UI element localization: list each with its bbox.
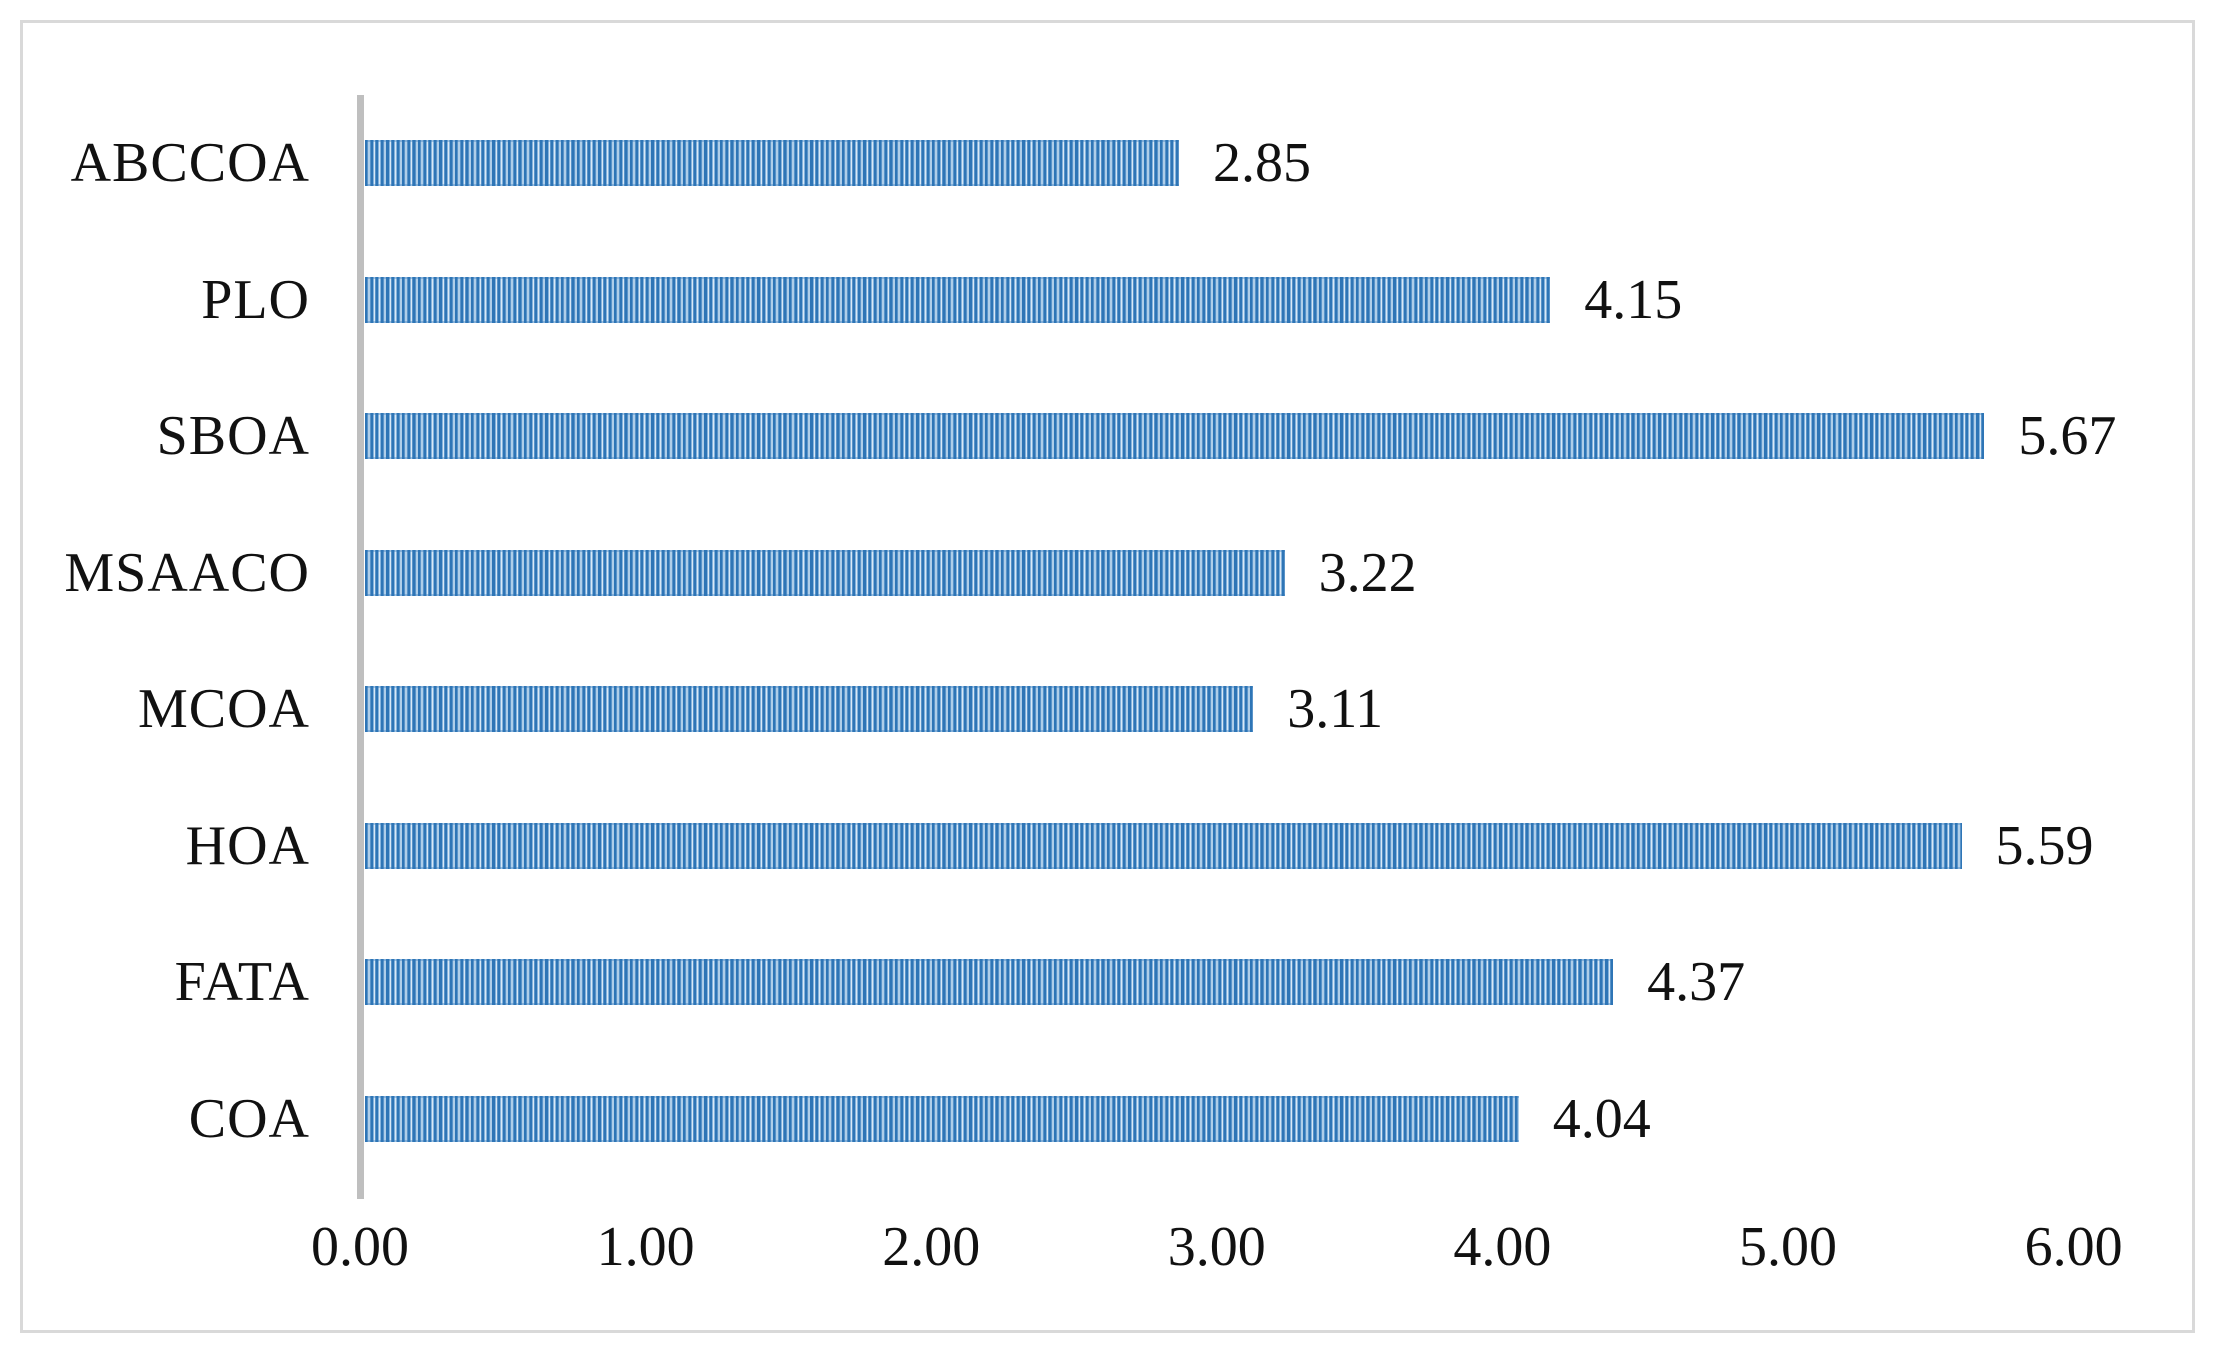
- value-label: 4.04: [1552, 1087, 1651, 1150]
- value-label: 4.15: [1584, 268, 1683, 331]
- x-tick-label: 2.00: [882, 1216, 981, 1278]
- category-label: PLO: [201, 268, 310, 331]
- bar: [365, 140, 1179, 187]
- bar-row: SBOA 5.67: [23, 368, 2192, 505]
- category-label: MCOA: [137, 678, 310, 741]
- x-tick-label: 4.00: [1453, 1216, 1552, 1278]
- bar-row: ABCCOA 2.85: [23, 95, 2192, 232]
- bar: [365, 276, 1551, 323]
- category-label: SBOA: [156, 405, 310, 468]
- bar: [365, 686, 1254, 733]
- bar: [365, 822, 1962, 869]
- value-label: 5.67: [2018, 405, 2117, 468]
- category-label: COA: [188, 1087, 310, 1150]
- value-label: 4.37: [1647, 951, 1746, 1014]
- bar-row: MCOA 3.11: [23, 641, 2192, 778]
- bar-chart-plot: ABCCOA 2.85 PLO 4.15 SBOA 5.67 MSAACO 3.…: [23, 23, 2192, 1330]
- category-label: HOA: [185, 814, 310, 877]
- bar: [365, 413, 1985, 460]
- x-tick-label: 6.00: [2024, 1216, 2123, 1278]
- bar-rows: ABCCOA 2.85 PLO 4.15 SBOA 5.67 MSAACO 3.…: [23, 95, 2192, 1187]
- bar-row: COA 4.04: [23, 1051, 2192, 1188]
- chart-frame: ABCCOA 2.85 PLO 4.15 SBOA 5.67 MSAACO 3.…: [20, 20, 2195, 1333]
- category-label: FATA: [174, 951, 310, 1014]
- category-label: ABCCOA: [70, 132, 310, 195]
- bar: [365, 1095, 1519, 1142]
- bar-row: MSAACO 3.22: [23, 505, 2192, 642]
- bar-row: HOA 5.59: [23, 778, 2192, 915]
- value-label: 3.22: [1318, 541, 1417, 604]
- x-tick-label: 1.00: [596, 1216, 695, 1278]
- x-tick-label: 3.00: [1167, 1216, 1266, 1278]
- value-label: 5.59: [1995, 814, 2094, 877]
- value-label: 2.85: [1213, 132, 1311, 195]
- bar-row: FATA 4.37: [23, 914, 2192, 1051]
- x-axis: 0.00 1.00 2.00 3.00 4.00 5.00 6.00: [23, 1215, 2192, 1305]
- y-axis-line: [357, 95, 364, 1199]
- value-label: 3.11: [1287, 678, 1384, 741]
- x-tick-label: 0.00: [311, 1216, 409, 1278]
- category-label: MSAACO: [64, 541, 310, 604]
- bar-row: PLO 4.15: [23, 232, 2192, 369]
- bar: [365, 959, 1614, 1006]
- bar: [365, 549, 1285, 596]
- x-tick-label: 5.00: [1739, 1216, 1837, 1278]
